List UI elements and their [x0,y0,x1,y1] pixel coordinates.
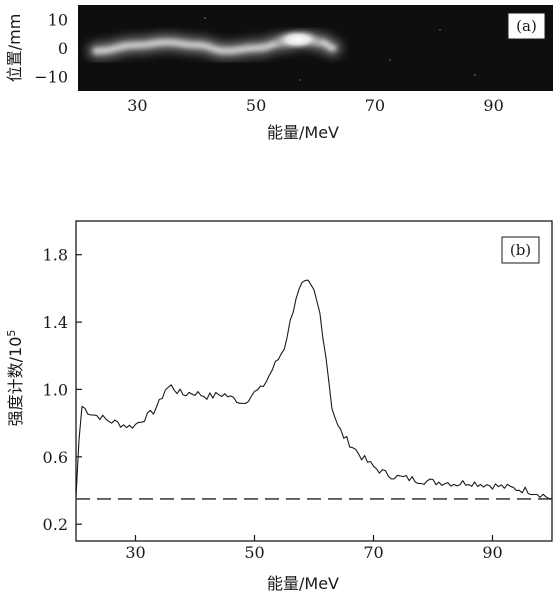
panel-b: (b) 0.2 0.6 1.0 1.4 1.8 30 50 70 90 能量/M… [5,220,553,593]
panel-b-y-axis-label-sup: 5 [5,330,18,337]
spectrum-line [75,279,553,500]
panel-b-y-tick: 0.6 [43,448,68,467]
panel-b-y-tick-marks [76,254,82,525]
panel-b-x-tick: 70 [363,543,383,562]
panel-b-y-tick: 0.2 [43,515,68,534]
panel-a-x-tick: 30 [127,96,147,115]
panel-b-label-box [501,236,540,264]
panel-a-y-axis-label: 位置/mm [5,14,24,83]
panel-a-x-tick: 50 [246,96,266,115]
panel-b-y-tick: 1.8 [43,246,68,265]
panel-a-y-tick: 10 [48,10,68,29]
panel-b-x-tick: 50 [244,543,264,562]
noise-dot [204,17,206,19]
noise-dot [439,29,441,31]
panel-b-y-tick-labels: 0.2 0.6 1.0 1.4 1.8 [43,246,68,535]
beam-trace [87,17,476,81]
panel-b-y-axis-label: 强度计数/105 [5,330,25,427]
beam-hotspot [271,28,324,51]
panel-a-x-tick-labels: 30 50 70 90 [127,96,504,115]
panel-b-y-axis-label-main: 强度计数/10 [6,337,25,427]
panel-b-y-tick: 1.0 [43,380,68,399]
panel-b-x-tick-labels: 30 50 70 90 [125,543,502,562]
panel-a-label-box [507,12,546,40]
panel-a-x-axis-label: 能量/MeV [267,123,339,142]
panel-b-x-tick-marks [134,535,494,541]
panel-a: (a) 10 0 −10 30 50 70 90 能量/MeV 位置/mm [5,5,553,142]
panel-a-y-tick: −10 [34,68,68,87]
panel-b-frame [75,220,553,542]
noise-dot [474,74,476,76]
panel-a-y-tick: 0 [58,39,68,58]
panel-b-x-tick: 30 [125,543,145,562]
panel-b-y-axis-label-group: 强度计数/105 [5,330,25,427]
panel-a-y-tick-labels: 10 0 −10 [34,10,68,86]
panel-a-x-tick: 70 [365,96,385,115]
panel-b-label: (b) [510,241,531,259]
panel-a-x-tick: 90 [483,96,503,115]
panel-b-y-tick: 1.4 [43,313,68,332]
noise-dot [299,79,301,81]
panel-a-label: (a) [516,17,537,35]
panel-b-x-tick: 90 [482,543,502,562]
panel-b-x-axis-label: 能量/MeV [267,574,339,593]
noise-dot [389,59,391,61]
